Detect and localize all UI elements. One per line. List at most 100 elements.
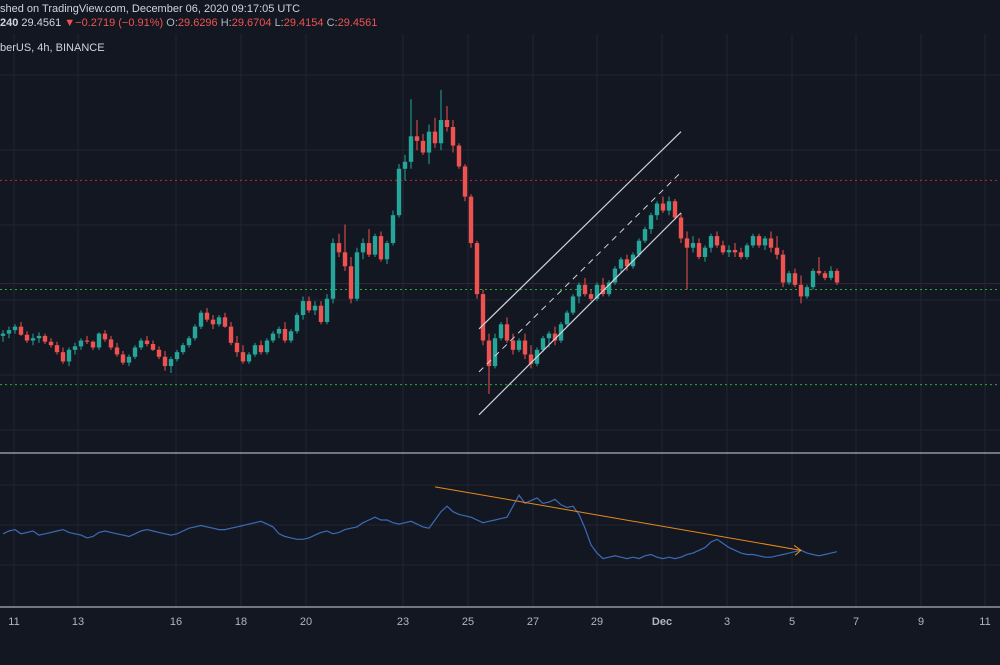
symbol-info[interactable]: berUS, 4h, BINANCE <box>0 42 105 54</box>
candle <box>552 326 558 346</box>
candle <box>612 266 618 285</box>
candle <box>810 268 816 290</box>
candle-body <box>204 312 210 320</box>
candle-body <box>636 240 642 255</box>
candle <box>54 341 60 355</box>
candle-body <box>666 201 672 211</box>
candle <box>324 294 330 325</box>
candle-body <box>36 335 42 339</box>
candle-body <box>816 270 822 274</box>
candles <box>0 89 840 394</box>
candle-body <box>180 345 186 353</box>
candle <box>726 245 732 257</box>
candle <box>120 350 126 365</box>
candle <box>36 332 42 343</box>
candle-body <box>216 317 222 325</box>
candle-body <box>516 340 522 350</box>
candle <box>720 240 726 255</box>
candle <box>444 106 450 132</box>
candle <box>774 236 780 260</box>
candle-body <box>726 250 732 253</box>
candle-body <box>822 273 828 278</box>
candle-body <box>324 298 330 322</box>
candle <box>372 233 378 257</box>
x-tick-label: 13 <box>72 616 84 628</box>
symbol-text[interactable]: berUS, 4h, BINANCE <box>0 42 105 54</box>
candle <box>336 233 342 257</box>
candle-body <box>228 326 234 343</box>
candle <box>504 317 510 343</box>
candle-body <box>222 317 228 327</box>
time-axis[interactable]: 11 13 16 18 20 23 25 27 29 Dec 3 5 7 9 11 <box>8 616 990 628</box>
candle <box>750 233 756 248</box>
candle-body <box>678 217 684 239</box>
candle <box>762 236 768 251</box>
candle <box>90 340 96 350</box>
candle <box>132 345 138 360</box>
candle <box>600 277 606 297</box>
candle-body <box>618 259 624 269</box>
candle <box>366 229 372 257</box>
interval-fragment: 240 <box>0 17 19 29</box>
candle <box>342 224 348 271</box>
candle-body <box>468 196 474 244</box>
candle-body <box>546 333 552 339</box>
candle-body <box>342 252 348 267</box>
candle <box>240 345 246 364</box>
x-tick-label: 20 <box>300 616 312 628</box>
candle <box>252 342 258 357</box>
candle-body <box>828 270 834 278</box>
candle <box>690 236 696 253</box>
candle <box>780 250 786 288</box>
publish-info: shed on TradingView.com, December 06, 20… <box>0 3 300 15</box>
candle-body <box>390 215 396 244</box>
candle-body <box>444 120 450 127</box>
candle <box>786 270 792 285</box>
candle <box>594 282 600 302</box>
candle-body <box>834 270 840 283</box>
candle-body <box>288 331 294 341</box>
candle <box>42 333 48 345</box>
divergence-line <box>434 486 802 551</box>
candle-body <box>642 229 648 241</box>
candle <box>114 342 120 357</box>
candle <box>228 321 234 346</box>
candle <box>390 210 396 246</box>
channel-midline <box>478 171 682 373</box>
candle <box>426 124 432 165</box>
candle-body <box>594 284 600 299</box>
candle-body <box>132 347 138 357</box>
candle-body <box>744 245 750 257</box>
candle-body <box>162 356 168 367</box>
candle <box>642 226 648 244</box>
candle <box>66 347 72 367</box>
x-tick-label: 16 <box>170 616 182 628</box>
candle-body <box>798 284 804 297</box>
candle <box>234 335 240 357</box>
candle <box>330 238 336 304</box>
candle-body <box>264 340 270 353</box>
drawings <box>478 131 682 416</box>
candle <box>294 312 300 334</box>
candle-body <box>660 203 666 211</box>
candle-body <box>276 328 282 334</box>
candle-body <box>168 359 174 367</box>
candle-body <box>762 238 768 246</box>
candle-body <box>426 131 432 153</box>
candle <box>588 289 594 302</box>
candle <box>72 342 78 355</box>
candle-body <box>174 352 180 360</box>
candle-body <box>588 294 594 299</box>
candle-body <box>372 236 378 255</box>
candle <box>684 231 690 290</box>
candle-body <box>120 354 126 363</box>
divergence-arrowhead <box>793 544 802 556</box>
candle <box>300 296 306 320</box>
candle <box>150 340 156 351</box>
x-tick-label: 3 <box>724 616 730 628</box>
candle <box>672 198 678 220</box>
candle-body <box>30 338 36 341</box>
candle-body <box>102 333 108 340</box>
candle-body <box>696 243 702 257</box>
